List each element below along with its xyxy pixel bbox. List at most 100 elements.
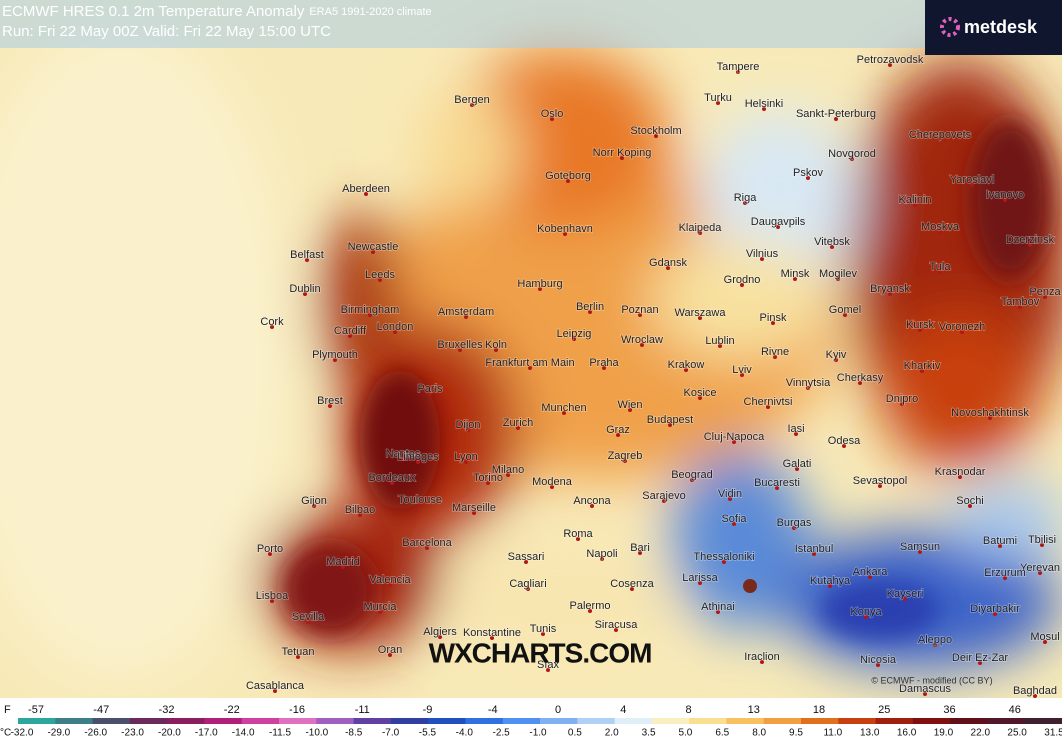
f-label: 0 [555,704,561,716]
f-label: 18 [813,704,825,716]
city-label: Zagreb [608,450,643,462]
city-label: Cardiff [334,325,367,337]
f-label: -22 [224,704,240,716]
colorbar-segment [465,718,504,724]
city-dot [923,692,927,696]
colorbar-segment [241,718,280,724]
c-label: 16.0 [897,728,917,739]
city-dot [913,203,917,207]
city-dot [918,328,922,332]
city-dot [572,337,576,341]
legend: F °C -57 -47 -32 -22 -16 -11 -9 -4 0 4 8 13 18 25 36 46 -3… [0,704,1062,739]
colorbar-segment [577,718,616,724]
marker [743,579,757,593]
city-label: Krakow [668,359,705,371]
run-info: Run: Fri 22 May 00Z Valid: Fri 22 May 15… [2,23,331,40]
city-label: Valencia [369,574,411,586]
city-label: Dijon [455,419,480,431]
colorbar-segment [204,718,243,724]
city-label: Mosul [1030,631,1059,643]
city-dot [364,192,368,196]
colorbar-segment [502,718,541,724]
city-label: Thessaloniki [693,551,754,563]
city-label: Bucaresti [754,477,800,489]
city-label: Vilnius [746,248,779,260]
city-dot [590,504,594,508]
city-label: Oran [378,644,402,656]
city-dot [858,381,862,385]
city-label: Tula [930,261,952,273]
c-label: -11.5 [269,728,291,739]
colorbar-segment [726,718,765,724]
city-label: Roma [563,528,593,540]
city-label: Grodno [724,274,761,286]
f-label: -32 [159,704,175,716]
city-label: Marseille [452,502,496,514]
city-dot [760,660,764,664]
city-label: Kalinin [898,194,931,206]
city-label: Rivne [761,346,789,358]
city-dot [630,587,634,591]
city-dot [868,575,872,579]
city-dot [698,581,702,585]
city-label: Erzurum [984,567,1026,579]
city-dot [638,313,642,317]
city-label: Munchen [541,402,586,414]
f-label: 46 [1009,704,1021,716]
city-dot [690,478,694,482]
c-label: 25.0 [1007,728,1027,739]
city-dot [341,565,345,569]
city-dot [273,689,277,693]
city-dot [762,107,766,111]
city-label: Norr Koping [593,147,652,159]
city-dot [562,411,566,415]
f-label: -11 [355,704,370,716]
f-unit: F [4,704,11,716]
watermark: WXCHARTS.COM [429,637,652,668]
city-label: Helsinki [745,98,784,110]
city-label: Penza [1029,286,1061,298]
city-dot [1003,576,1007,580]
city-dot [766,405,770,409]
city-dot [684,368,688,372]
city-dot [348,334,352,338]
city-dot [958,475,962,479]
city-dot [620,156,624,160]
city-dot [993,612,997,616]
city-labels: Tampere Petrozavodsk Bergen Oslo Turku Helsin… [245,53,1062,698]
city-label: Larissa [682,572,718,584]
city-label: Brest [317,395,343,407]
city-label: Kyiv [826,349,847,361]
city-label: Tetuan [281,646,314,658]
c-label: -17.0 [195,728,218,739]
colorbar-segment [18,718,56,724]
city-label: Kursk [906,319,935,331]
c-label: 5.0 [678,728,692,739]
city-label: Madrid [326,556,360,568]
city-dot [616,433,620,437]
colorbar-segment [838,718,877,724]
city-label: Zurich [503,417,534,429]
city-label: Aberdeen [342,183,390,195]
city-label: Frankfurt am Main [485,357,574,369]
city-dot [1028,243,1032,247]
city-dot [268,552,272,556]
colorbar-segment [390,718,429,724]
city-label: Iraclion [744,651,779,663]
city-dot [270,599,274,603]
c-label: 31.5 [1044,728,1062,739]
city-label: Moskva [921,221,960,233]
city-label: Milano [492,464,524,476]
city-dot [773,355,777,359]
city-label: Konya [850,606,882,618]
city-dot [470,103,474,107]
f-label: 4 [620,704,626,716]
city-dot [732,440,736,444]
city-label: Sassari [508,551,545,563]
city-label: Algiers [423,626,457,638]
city-dot [743,201,747,205]
colorbar-segment [912,718,951,724]
colorbar-segment [167,718,205,724]
c-label: -23.0 [121,728,144,739]
